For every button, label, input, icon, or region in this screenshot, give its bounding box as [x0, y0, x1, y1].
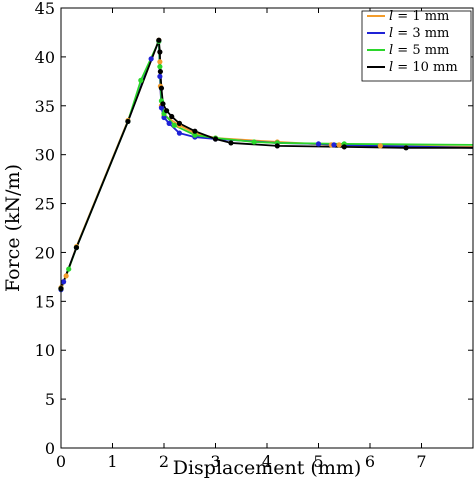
series-line-3	[60, 39, 473, 289]
data-point	[403, 145, 409, 151]
legend-variable: l	[389, 43, 393, 58]
data-point	[157, 64, 163, 70]
data-point	[315, 141, 322, 147]
data-point	[336, 142, 342, 148]
data-point	[157, 68, 163, 75]
y-tick-label: 5	[45, 390, 55, 409]
y-tick-label: 35	[35, 97, 55, 116]
legend-variable: l	[389, 9, 393, 24]
x-tick-label: 2	[159, 452, 169, 471]
legend-label: l = 3 mm	[389, 26, 449, 41]
data-point	[166, 120, 172, 126]
y-tick-label: 10	[35, 341, 55, 360]
legend-value: = 3 mm	[393, 26, 449, 41]
legend-variable: l	[389, 60, 393, 75]
data-point	[274, 143, 280, 149]
y-tick-label: 20	[35, 243, 55, 262]
data-point	[157, 49, 163, 55]
data-point	[176, 130, 183, 136]
data-point	[163, 108, 170, 114]
data-point	[60, 279, 67, 285]
x-tick-label: 3	[210, 452, 220, 471]
data-point	[157, 73, 163, 80]
data-point	[331, 142, 337, 148]
legend-value: = 5 mm	[393, 43, 449, 58]
data-point	[66, 266, 72, 272]
legend-label: l = 1 mm	[389, 9, 449, 24]
data-point	[158, 85, 165, 91]
data-point	[148, 56, 154, 62]
y-tick-label: 45	[35, 0, 55, 18]
data-point	[161, 114, 167, 121]
data-point	[251, 139, 257, 145]
data-point	[138, 77, 144, 83]
data-point	[156, 37, 162, 43]
data-point	[160, 101, 166, 107]
data-point	[63, 273, 69, 279]
legend: l = 1 mml = 3 mml = 5 mml = 10 mm	[361, 9, 472, 82]
plot-frame	[60, 7, 474, 449]
data-point	[212, 136, 219, 142]
data-point	[377, 143, 383, 149]
data-point	[125, 118, 131, 125]
x-tick-label: 6	[365, 452, 375, 471]
data-point	[192, 132, 198, 138]
y-tick-label: 15	[35, 292, 55, 311]
data-point	[192, 128, 198, 134]
data-point	[171, 122, 177, 128]
y-tick-label: 25	[35, 195, 55, 214]
legend-value: = 10 mm	[393, 60, 458, 75]
data-point	[169, 113, 175, 120]
y-tick-label: 0	[45, 439, 55, 458]
data-point	[228, 140, 234, 146]
data-point	[73, 244, 80, 251]
x-tick-label: 7	[416, 452, 426, 471]
plot-markers	[58, 37, 409, 293]
legend-variable: l	[389, 26, 393, 41]
x-tick-label: 0	[56, 452, 66, 471]
legend-value: = 1 mm	[393, 9, 449, 24]
x-axis-label: Displacement (mm)	[173, 457, 362, 479]
y-tick-label: 40	[35, 48, 55, 67]
y-axis-label: Force (kN/m)	[2, 164, 24, 292]
data-point	[158, 105, 165, 111]
x-tick-label: 5	[313, 452, 323, 471]
legend-label: l = 5 mm	[389, 43, 449, 58]
data-point	[176, 120, 183, 126]
x-tick-label: 1	[107, 452, 117, 471]
data-point	[341, 144, 347, 150]
data-point	[157, 59, 163, 65]
x-tick-label: 4	[262, 452, 272, 471]
legend-label: l = 10 mm	[389, 60, 458, 75]
y-tick-label: 30	[35, 146, 55, 165]
legend-box	[361, 10, 472, 82]
